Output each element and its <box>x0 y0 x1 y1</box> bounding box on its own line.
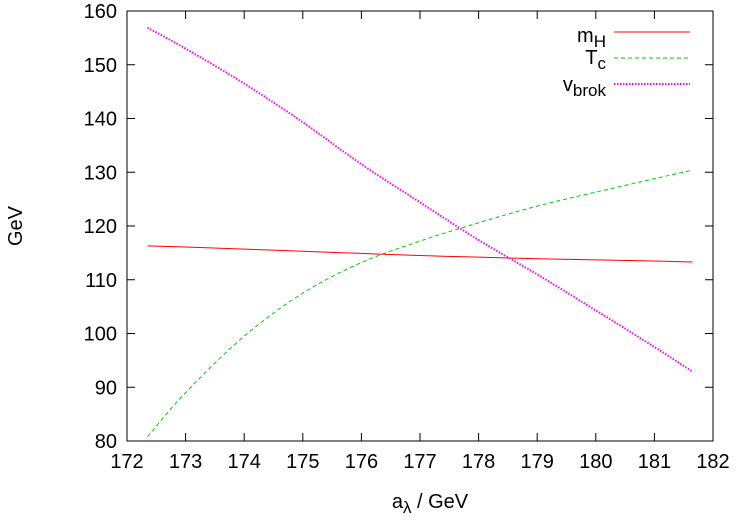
y-tick-label: 90 <box>95 377 117 399</box>
legend-entry-vbrok: vbrok <box>563 74 690 100</box>
legend-label-mh-sub: H <box>594 32 606 51</box>
x-axis-label-sub: λ <box>403 498 412 517</box>
x-tick-label: 179 <box>521 451 554 473</box>
x-tick-label: 181 <box>638 451 671 473</box>
legend-label-vbrok: vbrok <box>563 74 607 100</box>
y-tick-label: 80 <box>95 431 117 453</box>
x-tick-label: 172 <box>110 451 143 473</box>
series-line-vbrok <box>147 26 694 373</box>
legend-label-mh: mH <box>577 25 606 51</box>
legend-label-tc: Tc <box>585 47 606 73</box>
x-axis-label-main: a <box>392 491 404 513</box>
y-tick-label: 120 <box>84 216 117 238</box>
y-tick-label: 110 <box>85 270 117 292</box>
y-tick-label: 100 <box>84 324 117 346</box>
ticks-layer: 172 173 174 175 176 177 178 179 180 181 182 80 90 100… <box>84 1 730 473</box>
y-axis-label: GeV <box>5 205 27 246</box>
series-line-mh <box>147 245 693 263</box>
legend-label-mh-main: m <box>577 25 594 47</box>
x-tick-label: 174 <box>228 451 261 473</box>
legend: mH Tc vbrok <box>563 25 690 100</box>
plot-frame <box>126 10 714 442</box>
x-tick-label: 182 <box>696 451 729 473</box>
legend-entry-mh: mH <box>577 25 690 51</box>
y-tick-label: 150 <box>84 55 117 77</box>
x-tick-label: 175 <box>286 451 319 473</box>
y-tick-label: 160 <box>84 1 117 23</box>
series-line-tc <box>147 169 693 438</box>
x-axis-label-rest: / GeV <box>411 491 468 513</box>
y-tick-label: 130 <box>84 162 117 184</box>
x-tick-label: 180 <box>579 451 612 473</box>
legend-label-vbrok-sub: brok <box>573 81 607 100</box>
legend-label-tc-sub: c <box>598 54 607 73</box>
x-axis-label: aλ / GeV <box>392 491 469 517</box>
x-tick-label: 173 <box>169 451 202 473</box>
series-layer <box>147 26 694 438</box>
y-tick-label: 140 <box>84 109 117 131</box>
legend-label-vbrok-main: v <box>563 74 573 96</box>
x-tick-label: 177 <box>403 451 436 473</box>
legend-label-tc-main: T <box>585 47 597 69</box>
x-tick-label: 178 <box>462 451 495 473</box>
legend-entry-tc: Tc <box>585 47 690 73</box>
x-tick-label: 176 <box>345 451 378 473</box>
